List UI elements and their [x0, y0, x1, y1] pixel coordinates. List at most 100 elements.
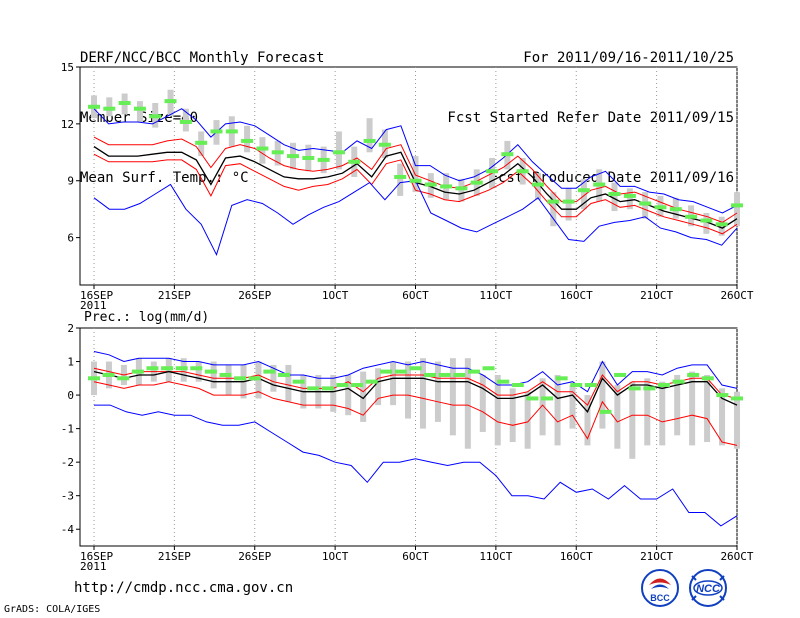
- observed-marker: [394, 369, 407, 374]
- observed-marker: [541, 396, 554, 401]
- observed-marker: [365, 379, 378, 384]
- y-tick-label: 9: [67, 175, 74, 188]
- member-range-bar: [659, 381, 666, 446]
- member-range-bar: [644, 378, 651, 446]
- min-line: [94, 404, 738, 527]
- lower_spread-line: [93, 153, 738, 235]
- x-tick-label: 16SEP: [80, 550, 113, 563]
- observed-marker: [271, 150, 284, 155]
- observed-marker: [117, 376, 130, 381]
- x-tick-label: 16OCT: [560, 550, 593, 563]
- observed-marker: [102, 372, 115, 377]
- member-range-bar: [580, 178, 587, 210]
- observed-marker: [731, 396, 743, 401]
- member-range-bar: [599, 361, 606, 429]
- member-range-bar: [434, 361, 441, 422]
- observed-marker: [248, 376, 261, 381]
- observed-marker: [687, 372, 700, 377]
- observed-marker: [467, 369, 480, 374]
- y-tick-label: -4: [61, 523, 75, 536]
- member-range-bar: [629, 381, 636, 459]
- member-range-bar: [719, 388, 726, 446]
- forecast-title: DERF/NCC/BCC Monthly Forecast: [80, 50, 325, 66]
- x-tick-label: 16SEP: [80, 289, 113, 302]
- observed-marker: [146, 366, 159, 371]
- member-range-bar: [524, 391, 531, 449]
- observed-marker: [225, 129, 238, 134]
- y-tick-label: -2: [61, 456, 74, 469]
- observed-marker: [643, 386, 656, 391]
- observed-marker: [394, 174, 407, 179]
- x-tick-label: 2011: [80, 299, 107, 312]
- observed-marker: [256, 146, 269, 151]
- footer-url[interactable]: http://cmdp.ncc.cma.gov.cn: [74, 580, 294, 596]
- observed-marker: [118, 101, 131, 106]
- observed-marker: [486, 169, 499, 174]
- observed-marker: [672, 379, 685, 384]
- observed-marker: [210, 129, 223, 134]
- observed-marker: [628, 386, 641, 391]
- member-range-bar: [734, 391, 740, 449]
- observed-marker: [701, 376, 714, 381]
- observed-marker: [195, 140, 208, 145]
- observed-marker: [424, 372, 437, 377]
- observed-marker: [348, 159, 361, 164]
- y-tick-label: 1: [67, 356, 74, 369]
- upper_spread-line: [93, 367, 738, 406]
- member-range-bar: [330, 374, 337, 412]
- observed-marker: [424, 182, 437, 187]
- observed-marker: [555, 376, 568, 381]
- observed-marker: [321, 386, 334, 391]
- observed-marker: [161, 366, 174, 371]
- observed-marker: [716, 393, 729, 398]
- observed-marker: [599, 409, 612, 414]
- member-range-bar: [554, 374, 561, 446]
- y-tick-label: 0: [67, 389, 74, 402]
- x-tick-label: 2011: [80, 560, 107, 573]
- member-range-bar: [614, 385, 621, 449]
- observed-marker: [307, 386, 320, 391]
- y-tick-label: -1: [61, 423, 74, 436]
- observed-marker: [700, 218, 713, 223]
- observed-marker: [378, 142, 391, 147]
- y-tick-label: 15: [61, 61, 74, 74]
- observed-marker: [501, 152, 514, 157]
- grads-credit: GrADS: COLA/IGES: [4, 604, 101, 615]
- observed-marker: [516, 169, 529, 174]
- max-line: [93, 351, 738, 393]
- observed-marker: [570, 383, 583, 388]
- x-tick-label: 21OCT: [640, 289, 673, 302]
- member-range-bar: [360, 371, 367, 422]
- y-tick-label: 6: [67, 232, 74, 245]
- y-tick-label: -3: [61, 490, 74, 503]
- observed-marker: [547, 199, 560, 204]
- member-range-bar: [584, 395, 591, 446]
- member-range-bar: [539, 378, 546, 436]
- observed-marker: [219, 372, 232, 377]
- member-range-bar: [611, 182, 618, 212]
- observed-marker: [438, 372, 451, 377]
- x-tick-label: 26OCT: [720, 550, 753, 563]
- observed-marker: [584, 383, 597, 388]
- observed-marker: [526, 396, 539, 401]
- x-tick-label: 6OCT: [402, 289, 429, 302]
- member-range-bar: [285, 364, 292, 402]
- member-range-bar: [674, 374, 681, 436]
- member-range-bar: [704, 374, 711, 443]
- upper_spread-line: [93, 136, 738, 223]
- variable-label: Mean Surf. Temp.: °C: [80, 170, 249, 186]
- observed-marker: [593, 182, 606, 187]
- observed-marker: [351, 383, 364, 388]
- member-range-bar: [565, 188, 572, 221]
- member-range-bar: [366, 118, 373, 153]
- member-range-bar: [464, 358, 471, 449]
- member-range-bar: [225, 364, 232, 396]
- observed-marker: [363, 138, 376, 143]
- observed-marker: [292, 379, 305, 384]
- observed-marker: [409, 178, 422, 183]
- observed-marker: [263, 369, 276, 374]
- member-range-bar: [479, 374, 486, 432]
- observed-marker: [657, 383, 670, 388]
- mean-line: [93, 370, 738, 413]
- forecast-period: For 2011/09/16-2011/10/25: [523, 50, 734, 66]
